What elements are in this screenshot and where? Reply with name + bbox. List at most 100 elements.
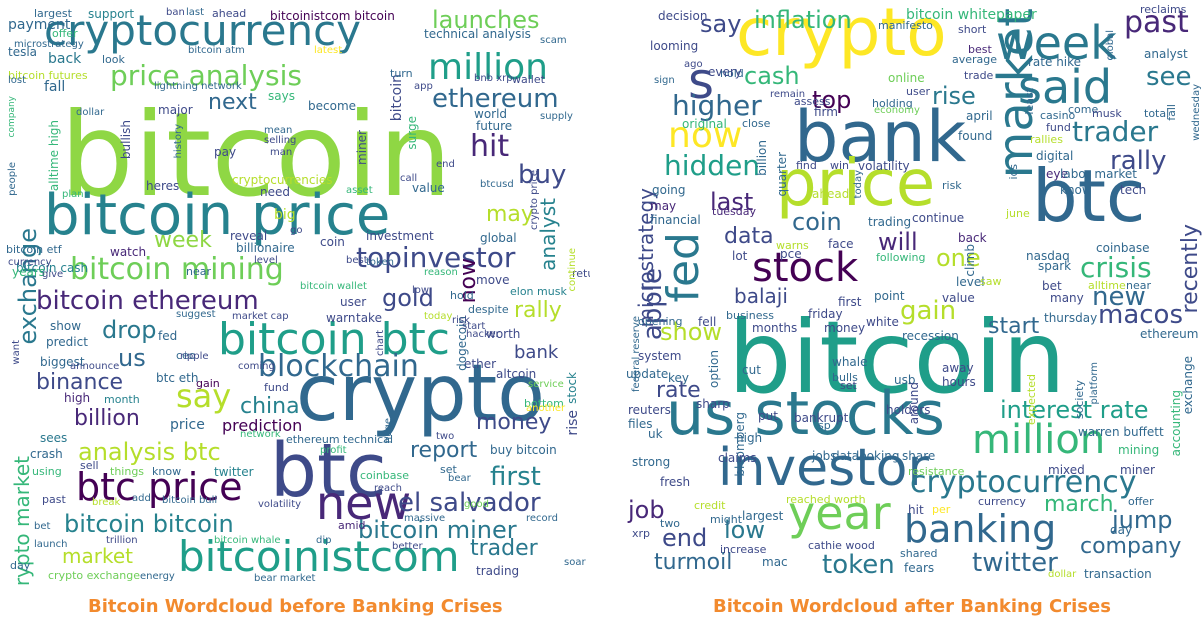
after-word: show bbox=[660, 318, 723, 346]
before-word: may bbox=[486, 202, 534, 227]
after-word: mining bbox=[1118, 443, 1160, 457]
after-word: put bbox=[758, 409, 778, 423]
after-word: pce bbox=[780, 247, 802, 261]
before-word: bitcoinistcom bitcoin bbox=[270, 9, 395, 23]
before-word: miner bbox=[355, 130, 369, 165]
before-word: gold bbox=[382, 284, 434, 312]
before-word: reach bbox=[374, 483, 403, 494]
after-word: june bbox=[1006, 207, 1030, 220]
before-word: surge bbox=[405, 116, 419, 150]
before-word: turn bbox=[390, 67, 413, 80]
after-word: balaji bbox=[734, 284, 788, 308]
after-word: might bbox=[710, 513, 743, 526]
after-word: dollar bbox=[1048, 569, 1077, 580]
after-word: hours bbox=[942, 375, 976, 389]
before-word: price analysis bbox=[110, 59, 302, 92]
after-word: white bbox=[866, 315, 899, 329]
after-word: trading bbox=[868, 215, 912, 229]
before-word: take bbox=[356, 311, 382, 325]
after-word: strong bbox=[632, 455, 671, 469]
after-word: last bbox=[710, 188, 754, 216]
before-word: price bbox=[170, 417, 205, 433]
after-word: exchange bbox=[1181, 356, 1195, 415]
before-word: start bbox=[462, 321, 486, 332]
before-word: level bbox=[254, 255, 278, 266]
after-word: wednesday bbox=[1191, 84, 1202, 141]
after-word: bitcoin whitepaper bbox=[906, 7, 1037, 23]
before-word: billionaire bbox=[236, 241, 295, 255]
after-word: average bbox=[952, 53, 998, 66]
after-word: rise bbox=[932, 82, 976, 110]
before-word: people bbox=[7, 162, 18, 196]
after-word: coinbase bbox=[1096, 241, 1150, 255]
after-word: recently bbox=[1178, 224, 1202, 314]
after-word: bankrupt bbox=[794, 411, 849, 425]
before-word: btc bbox=[270, 428, 387, 514]
before-word: mean bbox=[264, 125, 293, 136]
after-word: day bbox=[1110, 523, 1133, 537]
after-word: bitcoin bbox=[728, 299, 1066, 416]
after-word: many bbox=[1050, 291, 1084, 305]
before-word: bitcoin btc bbox=[218, 314, 450, 365]
before-word: amid bbox=[338, 519, 366, 532]
before-word: crypto exchange bbox=[48, 569, 140, 582]
after-word: s bbox=[688, 52, 715, 110]
before-word: bitcoin miner bbox=[358, 516, 517, 544]
before-word: another bbox=[526, 403, 566, 414]
after-word: price bbox=[776, 147, 936, 221]
before-word: rally bbox=[514, 298, 562, 323]
before-word: elon musk bbox=[510, 285, 567, 298]
after-word: ethereum bbox=[1140, 327, 1199, 341]
after-word: reuters bbox=[628, 403, 671, 417]
before-word: analysis btc bbox=[78, 438, 221, 466]
before-word: trader bbox=[470, 536, 538, 561]
after-word: holding bbox=[872, 97, 913, 110]
after-word: assess bbox=[794, 95, 831, 108]
before-word: bitcoin whale bbox=[214, 535, 281, 546]
before-word: watch bbox=[110, 245, 147, 259]
after-word: spark bbox=[1038, 259, 1072, 273]
before-word: global bbox=[480, 231, 517, 245]
caption-before: Bitcoin Wordcloud before Banking Crises bbox=[88, 596, 503, 617]
before-word: app bbox=[414, 81, 433, 92]
after-word: volatility bbox=[858, 159, 910, 173]
after-word: first bbox=[838, 295, 862, 309]
after-word: per bbox=[932, 503, 951, 516]
after-word: short bbox=[958, 23, 987, 36]
after-word: increase bbox=[720, 543, 767, 556]
before-word: us bbox=[118, 344, 146, 372]
after-word: million bbox=[972, 417, 1106, 463]
after-word: uk bbox=[648, 427, 663, 441]
before-word: largest bbox=[34, 7, 72, 20]
after-word: files bbox=[628, 417, 653, 431]
before-word: soar bbox=[564, 557, 586, 568]
before-word: bank bbox=[514, 342, 559, 363]
after-word: reclaims bbox=[1140, 3, 1187, 16]
before-word: drop bbox=[102, 316, 157, 344]
before-word: reveal bbox=[230, 229, 268, 243]
after-word: btc bbox=[1032, 154, 1146, 238]
after-word: least bbox=[1023, 88, 1036, 115]
before-word: ahead bbox=[212, 7, 247, 20]
before-word: lost bbox=[8, 75, 27, 86]
after-word: start bbox=[988, 314, 1040, 339]
before-word: look bbox=[102, 53, 125, 66]
before-word: bitcoin ethereum bbox=[36, 286, 259, 316]
before-word: fund bbox=[264, 381, 289, 394]
after-word: thursday bbox=[1044, 311, 1098, 325]
after-word: ahead bbox=[812, 187, 850, 201]
before-word: btc eth bbox=[156, 371, 199, 385]
before-word: return bbox=[572, 267, 590, 280]
before-word: million bbox=[428, 47, 548, 88]
after-word: fund bbox=[1046, 121, 1071, 134]
after-word: crisis bbox=[1080, 251, 1152, 284]
before-word: rise bbox=[565, 410, 581, 436]
before-word: support bbox=[88, 7, 135, 21]
before-word: bear market bbox=[254, 573, 316, 584]
before-word: dip bbox=[316, 535, 332, 546]
before-word: market bbox=[62, 544, 133, 568]
before-word: crypto price bbox=[529, 170, 540, 230]
after-word: platform bbox=[1089, 362, 1100, 405]
before-word: things bbox=[110, 465, 145, 478]
before-word: bitcoin bbox=[60, 88, 452, 223]
